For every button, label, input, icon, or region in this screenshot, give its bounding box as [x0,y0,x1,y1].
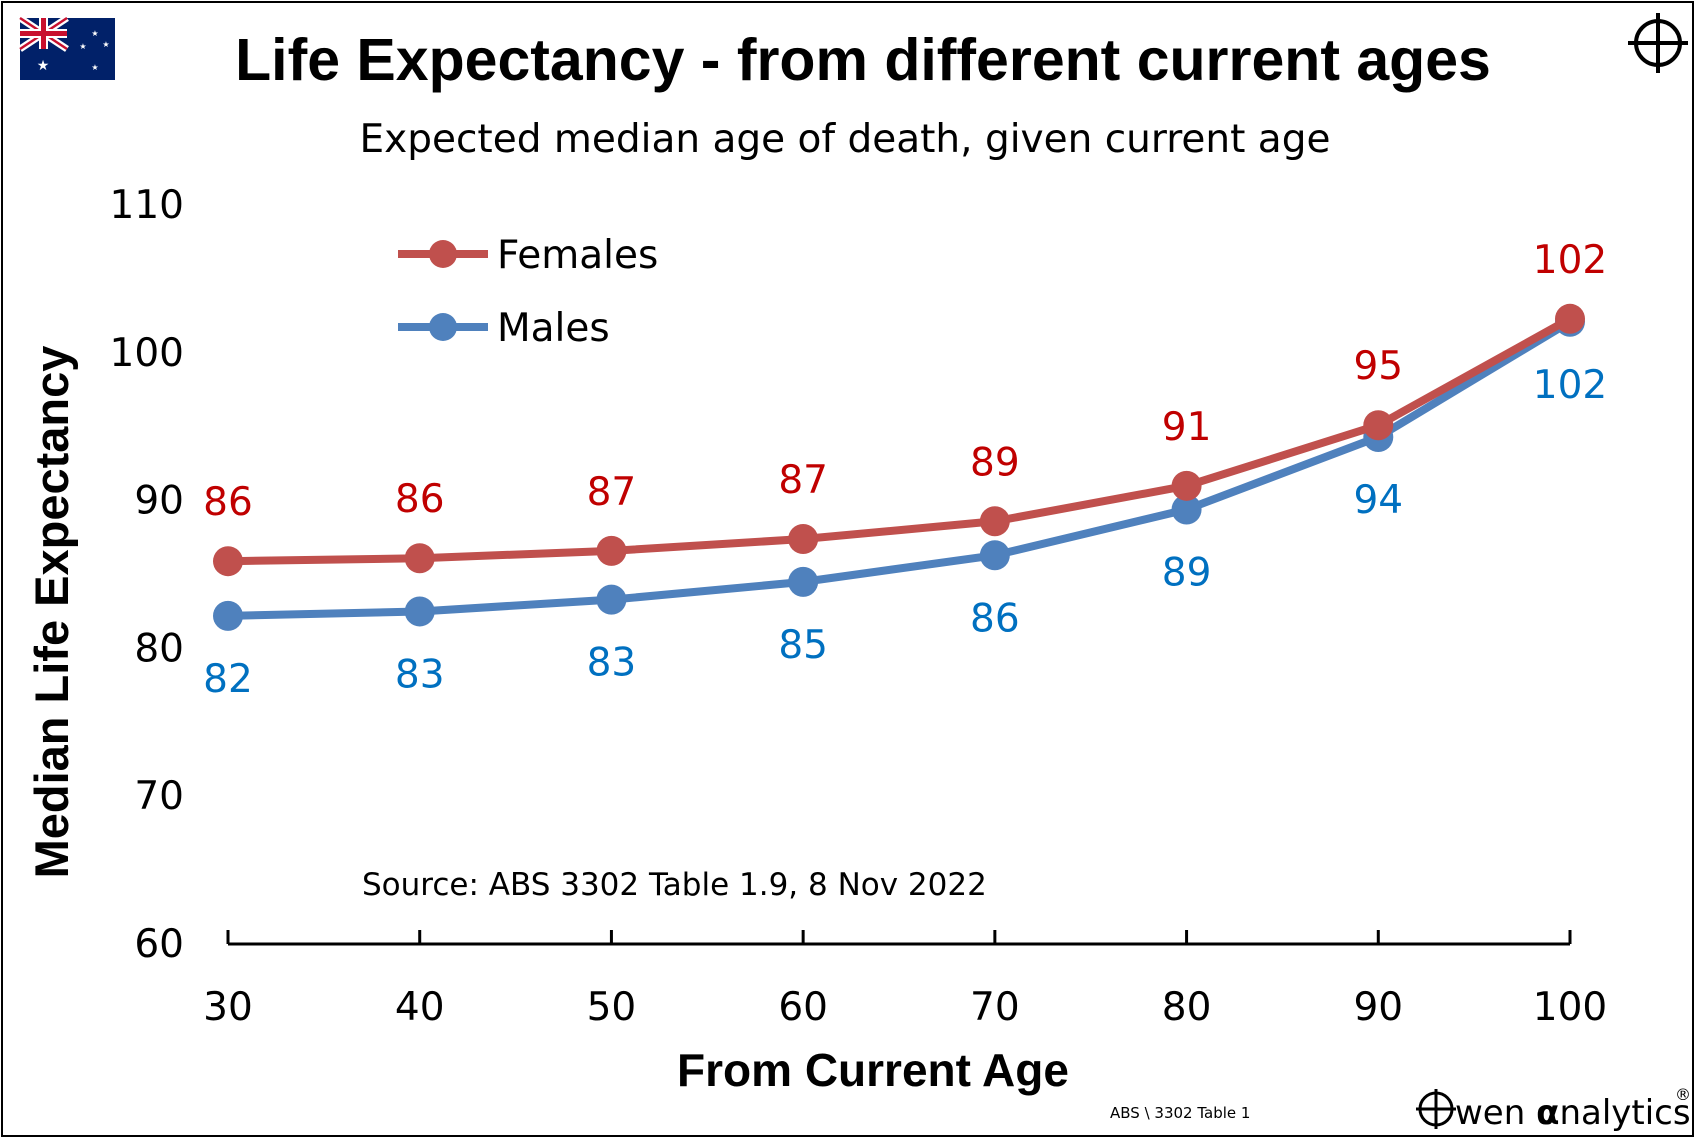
males-point [213,600,243,631]
females-data-label: 95 [1353,344,1403,389]
males-line [227,318,1573,620]
females-point [1555,303,1585,334]
australia-flag-icon: ★ ★ ★ ★ ★ [18,15,115,80]
females-point [596,535,627,566]
y-tick-label: 70 [134,774,184,819]
females-point [788,524,819,555]
males-point [979,540,1010,571]
males-legend-label: Males [497,306,610,351]
y-axis-label: Median Life Expectancy [25,346,78,879]
males-point [788,566,819,597]
x-axis-ticks: 30 40 50 60 70 80 90 100 [203,930,1607,1030]
females-data-label: 91 [1162,405,1212,450]
svg-text:★: ★ [102,40,109,49]
males-point [1171,494,1202,525]
chart-title: Life Expectancy - from different current… [235,27,1491,93]
svg-text:wen αnalytics: wen αnalytics [1455,1093,1691,1133]
y-tick-label: 60 [134,922,184,967]
females-data-label: 102 [1533,238,1607,283]
series-layer: 86 86 87 87 89 91 95 102 82 83 83 85 86 89 94 102 [203,238,1607,702]
females-point [213,546,243,577]
file-reference: ABS \ 3302 Table 1 [1110,1104,1250,1122]
females-data-label: 86 [395,477,445,522]
males-point [596,584,627,615]
svg-text:★: ★ [79,42,86,51]
svg-text:★: ★ [91,63,98,72]
x-tick-label: 90 [1353,985,1403,1030]
y-axis-ticks: 60 70 80 90 100 110 [110,183,184,967]
x-tick-label: 40 [395,985,445,1030]
females-data-label: 87 [778,458,828,503]
males-data-label: 83 [587,641,637,686]
chart-subtitle: Expected median age of death, given curr… [360,117,1331,162]
females-line [227,315,1572,566]
females-data-label: 86 [203,480,253,525]
males-data-label: 83 [395,652,445,697]
females-legend-label: Females [497,233,658,278]
y-tick-label: 110 [110,183,184,228]
males-data-label: 89 [1162,550,1212,595]
logo-alpha: α [1536,1093,1559,1133]
males-point [404,596,435,627]
y-tick-label: 100 [110,331,184,376]
females-point [404,543,435,574]
registered-mark: ® [1675,1085,1691,1104]
logo-text-suffix: nalytics [1559,1093,1690,1133]
logo-text: wen [1455,1093,1536,1133]
source-note: Source: ABS 3302 Table 1.9, 8 Nov 2022 [362,867,987,903]
males-data-label: 94 [1353,478,1403,523]
females-legend-marker [429,240,457,268]
x-tick-label: 80 [1162,985,1212,1030]
x-axis-label: From Current Age [677,1044,1069,1096]
svg-text:★: ★ [91,29,98,38]
crosshair-icon [1628,13,1688,73]
females-point [979,506,1010,537]
legend: Females Males [398,233,658,351]
y-tick-label: 90 [134,479,184,524]
x-tick-label: 100 [1533,985,1607,1030]
x-tick-label: 60 [778,985,828,1030]
males-data-label: 86 [970,596,1020,641]
x-tick-label: 70 [970,985,1020,1030]
y-tick-label: 80 [134,626,184,671]
females-data-label: 89 [970,440,1020,485]
brand-logo: wen αnalytics ® [1416,1085,1691,1133]
females-point [1171,470,1202,501]
x-tick-label: 30 [203,985,253,1030]
males-data-label: 102 [1533,363,1607,408]
logo-crosshair-icon [1416,1089,1456,1129]
svg-text:★: ★ [37,57,50,73]
males-legend-marker [429,313,457,341]
males-data-label: 82 [203,657,253,702]
females-point [1363,410,1394,441]
males-data-label: 85 [778,623,828,668]
females-data-label: 87 [587,470,637,515]
x-tick-label: 50 [587,985,637,1030]
